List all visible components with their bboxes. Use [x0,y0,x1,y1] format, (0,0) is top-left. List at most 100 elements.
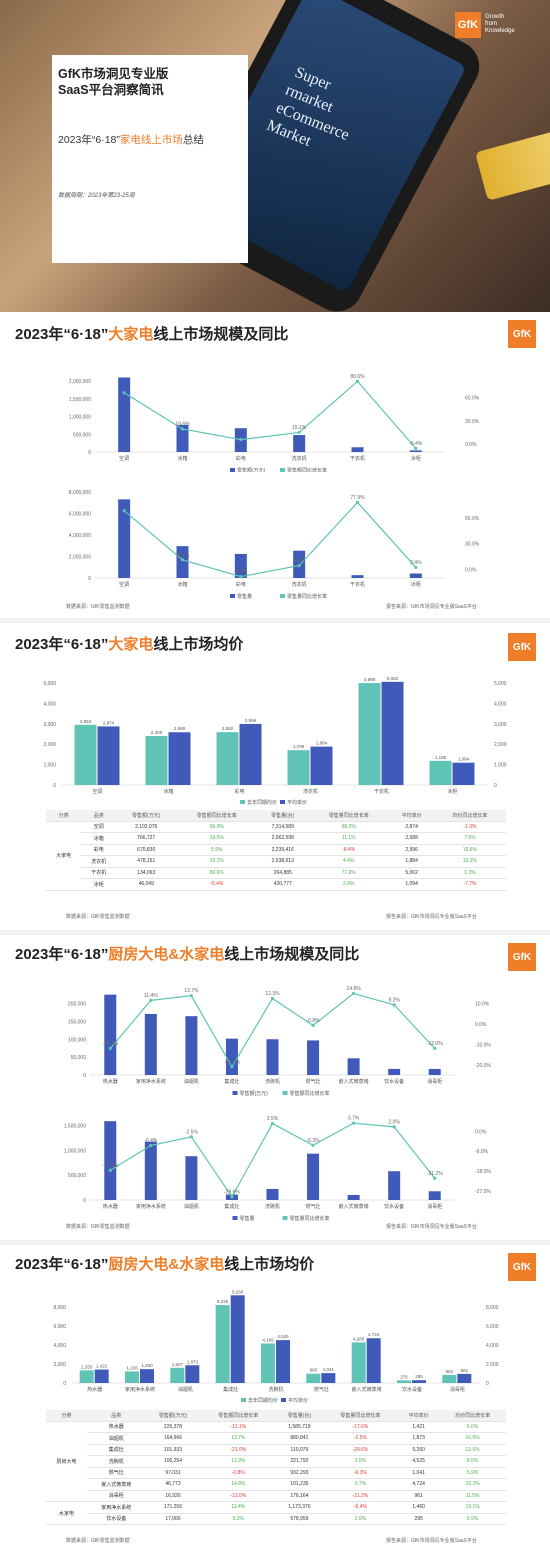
x-tick-label: 家用净水系统 [125,1386,155,1393]
data-label: 1,708 [293,744,305,749]
growth-line [123,501,417,578]
line-point [433,1046,437,1050]
y-tick-label: 8,000 [53,1305,66,1311]
cover-banner: Super rmarket eCommerce Market GfK Growt… [0,0,550,312]
legend-swatch [232,1216,238,1220]
data-label: 3.5% [267,1116,279,1122]
data-table-major-appliances: 分类 品类 零售额(万元) 零售额同比增长率 零售量(台) 零售量同比增长率 平均单价 均价同… [46,810,506,891]
x-tick-label: 空调 [119,581,129,588]
table-cell: 1,421 [398,1421,440,1433]
source-note: 数据来源：GfK零售监测数据 [66,1224,130,1230]
x-tick-label: 燃气灶 [306,1078,321,1085]
table-cell: 2,588 [389,832,434,845]
bar [144,1013,157,1075]
bar [287,750,310,785]
x-tick-label: 家用净水系统 [136,1203,166,1210]
table-cell: 9.2% [200,1513,276,1525]
y-tick-label: 1,000,000 [64,1148,86,1154]
table-cell: 家用净水系统 [87,1501,146,1514]
legend-swatch [282,1216,288,1220]
y-tick-label: 0 [83,1073,86,1079]
table-cell: 11.4% [200,1501,276,1514]
data-label: 12.3% [265,991,280,997]
bar [97,726,120,785]
data-label: 2,874 [103,720,115,725]
bar [276,1340,290,1383]
data-label: -21.2% [427,1171,443,1177]
data-label: 1,185 [435,755,447,760]
legend-label: 去年同期均价 [248,1397,278,1404]
table-cell: 961 [398,1490,440,1502]
data-label: 2,996 [245,718,257,723]
bar [293,435,306,452]
x-tick-label: 洗衣机 [303,788,318,795]
x-tick-label: 空调 [92,788,102,795]
bar [388,1068,401,1075]
y-tick-label: 4,000 [43,701,56,707]
table-row: 大家电 空调 2,102,076 66.0% 7,314,589 68.2% 2,874 -1… [46,821,506,891]
table-row: 集成灶 101,933 -21.0% 110,079 -29.6% 9,260 12.6% [46,1444,506,1456]
data-label: 2,592 [222,726,234,731]
bar [307,1040,320,1075]
table-cell: 101,235 [275,1478,323,1491]
bar [216,732,239,785]
data-label: 2,588 [174,726,186,731]
gfk-logo: GfK [508,943,536,971]
legend-label: 零售额同比增长率 [287,467,327,472]
bar [176,546,189,578]
y-tick-label: 1,000 [43,763,56,769]
legend-label: 零售量 [240,1215,255,1222]
bar [230,1295,245,1383]
table-cell: 4.4% [308,855,390,868]
table-cell: -17.6% [322,1421,399,1433]
y2-tick-label: 4,000 [486,1343,499,1349]
bar [118,499,131,578]
bar [358,683,381,785]
bar [225,1038,238,1075]
line-point [189,1135,193,1139]
section-title: 2023年“6·18”厨房大电&水家电线上市场均价 [15,1256,315,1273]
y-tick-label: 1,500,000 [69,397,91,403]
table-cell: 3.5% [322,1455,399,1468]
line-point [352,991,356,996]
line-point [239,437,243,442]
y-tick-label: 0 [88,450,91,456]
table-cell: 1,884 [389,855,434,868]
bar [412,1380,426,1383]
x-tick-label: 冰柜 [411,581,421,588]
bar [457,1373,472,1383]
line-point [189,994,193,998]
data-label: 4,999 [364,677,376,682]
x-tick-label: 干衣机 [350,455,365,462]
table-cell: 油烟机 [87,1432,146,1445]
table-row: 洗衣机 478,151 15.1% 2,538,613 4.4% 1,884 10.3% [46,855,506,868]
data-label: -6.4% [144,1138,158,1144]
table-cell: 1,585,719 [275,1421,323,1433]
table-header: 零售额同比增长率 [200,1410,276,1422]
table-cell: 2.4% [308,878,390,891]
x-tick-label: 油烟机 [178,1386,193,1393]
table-cell: 46,773 [145,1478,201,1491]
table-cell: 燃气灶 [87,1467,146,1479]
data-label: 14.8% [347,986,362,992]
table-row: 彩电 670,830 5.9% 2,239,416 -8.4% 2,996 15.6% [46,844,506,856]
bar [397,1380,411,1383]
bar [306,1373,321,1383]
table-cell: -8.4% [308,844,390,856]
bar [215,1305,230,1383]
x-tick-label: 饮水设备 [402,1386,422,1393]
data-label: 1,884 [316,741,328,746]
x-tick-label: 洗衣机 [292,455,307,462]
y-tick-label: 2,000 [43,742,56,748]
credit-card-illustration [475,129,550,201]
source-note: 数据来源：GfK零售监测数据 [66,1538,130,1544]
table-cell: -21.2% [322,1490,399,1502]
y-tick-label: 0 [63,1381,66,1387]
bar [185,1365,200,1383]
data-label: -17.6% [102,1163,118,1169]
data-label: 11.4% [144,993,158,999]
section-title: 2023年“6·18”大家电线上市场均价 [15,636,244,653]
table-cell: 134,093 [116,867,177,879]
table-cell: 1,041 [398,1467,440,1479]
table-cell: 10.2% [439,1478,506,1491]
